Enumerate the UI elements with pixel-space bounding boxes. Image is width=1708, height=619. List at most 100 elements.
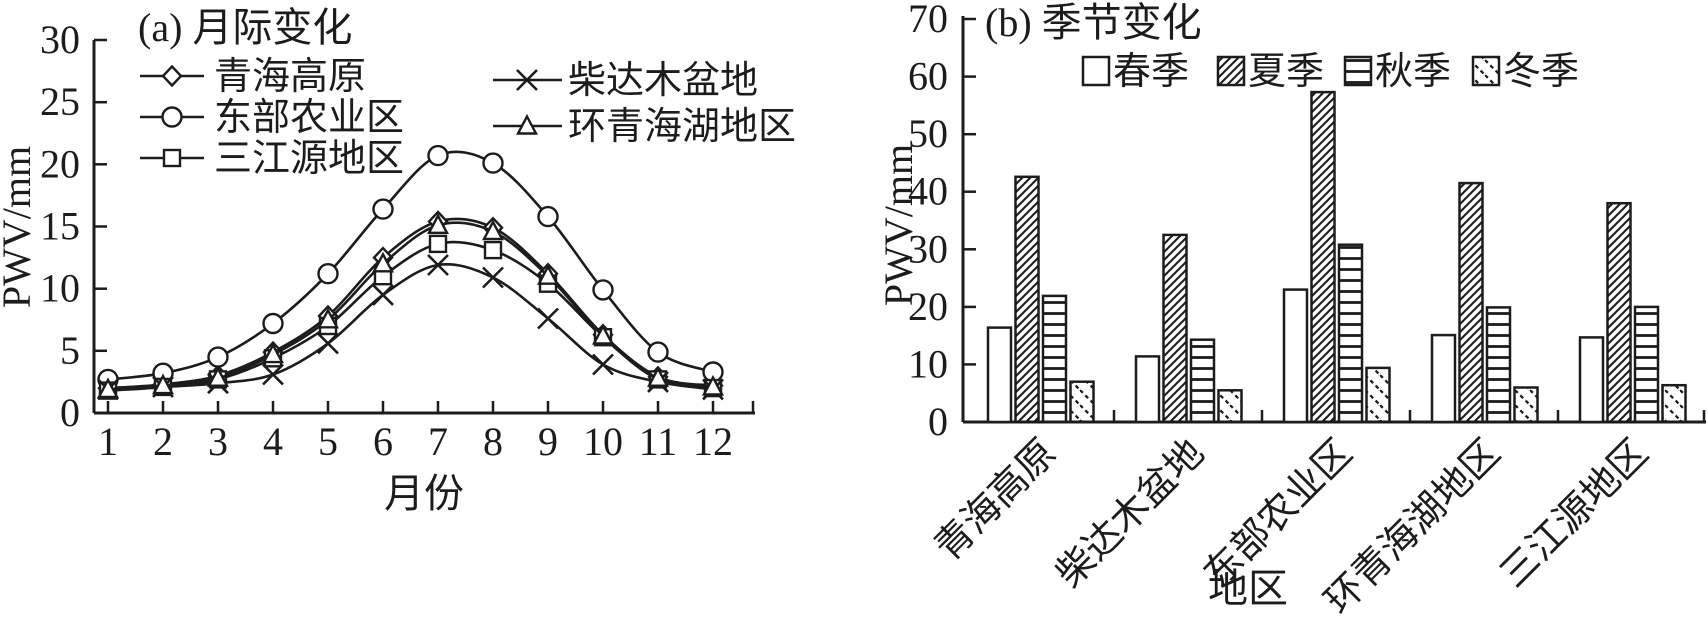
series-marker-3	[427, 254, 449, 276]
x-tick-label: 4	[263, 419, 283, 464]
series-line-1	[107, 150, 714, 381]
legend-label: 青海高原	[214, 56, 366, 98]
series-line-0	[107, 217, 714, 390]
legend-item-夏季: 夏季	[1216, 51, 1324, 93]
legend-marker	[161, 106, 183, 128]
bar-青海高原-春季	[986, 326, 1013, 424]
x-tick-label: 10	[583, 419, 623, 464]
bar-东部农业区-秋季	[1337, 243, 1364, 424]
legend-item-1: 东部农业区	[140, 97, 404, 139]
series-marker-2	[428, 234, 448, 254]
series-marker-4	[427, 213, 449, 234]
series-marker-3	[317, 332, 339, 355]
legend-item-冬季: 冬季	[1471, 51, 1579, 93]
legend-item-4: 环青海湖地区	[493, 106, 796, 148]
legend-swatch	[1343, 55, 1373, 87]
bar-三江源地区-夏季	[1606, 201, 1632, 424]
y-tick-label: 50	[908, 111, 948, 156]
series-marker-1	[317, 263, 339, 285]
x-tick-label: 6	[373, 419, 393, 464]
y-tick-label: 0	[60, 390, 80, 435]
legend-item-秋季: 秋季	[1343, 51, 1451, 93]
series-marker-1	[207, 346, 229, 368]
category-label: 三江源地区	[1492, 432, 1656, 596]
y-tick-label: 5	[60, 328, 80, 373]
legend-label: 春季	[1113, 51, 1189, 93]
legend-item-0: 青海高原	[140, 56, 366, 98]
series-marker-4	[592, 323, 614, 345]
x-tick-label: 7	[428, 419, 448, 464]
bar-三江源地区-冬季	[1661, 383, 1687, 424]
series-marker-4	[317, 307, 339, 329]
legend-label: 秋季	[1375, 51, 1451, 93]
x-axis-label: 地区	[1208, 566, 1288, 611]
bar-东部农业区-夏季	[1310, 90, 1336, 424]
bar-青海高原-夏季	[1014, 175, 1040, 424]
bar-环青海湖地区-夏季	[1458, 181, 1484, 424]
x-tick-label: 11	[639, 419, 678, 464]
y-tick-label: 20	[40, 141, 80, 186]
legend-swatch	[1471, 55, 1501, 87]
series-marker-4	[537, 264, 559, 285]
series-marker-3	[592, 353, 614, 376]
y-tick-label: 40	[908, 169, 948, 214]
legend-label: 环青海湖地区	[568, 106, 796, 148]
y-axis-label: PWV/mm	[876, 144, 921, 306]
y-tick-label: 25	[40, 79, 80, 124]
x-tick-label: 3	[208, 419, 228, 464]
bar-柴达木盆地-冬季	[1217, 389, 1243, 424]
legend-swatch	[1081, 55, 1111, 87]
y-tick-label: 10	[908, 341, 948, 386]
legend-item-2: 三江源地区	[140, 138, 404, 180]
x-axis-label: 月份	[384, 471, 464, 516]
x-tick-label: 8	[483, 419, 503, 464]
bar-东部农业区-春季	[1282, 288, 1309, 424]
legend-label: 冬季	[1503, 51, 1579, 93]
series-marker-4	[482, 219, 504, 241]
legend-label: 柴达木盆地	[568, 60, 758, 102]
legend-item-3: 柴达木盆地	[493, 60, 758, 102]
y-tick-label: 60	[908, 54, 948, 99]
series-line-2	[107, 240, 714, 392]
x-tick-label: 1	[98, 419, 118, 464]
bar-环青海湖地区-秋季	[1485, 306, 1512, 424]
y-tick-label: 30	[40, 17, 80, 62]
series-marker-1	[372, 198, 394, 220]
bar-柴达木盆地-夏季	[1162, 233, 1188, 424]
legend-label: 东部农业区	[214, 97, 404, 139]
series-marker-1	[592, 279, 614, 301]
x-tick-label: 5	[318, 419, 338, 464]
legend-marker	[161, 64, 183, 88]
bar-青海高原-秋季	[1041, 294, 1068, 424]
series-marker-4	[207, 366, 229, 387]
bar-青海高原-冬季	[1069, 380, 1095, 424]
series-marker-4	[262, 342, 284, 364]
y-tick-label: 20	[908, 284, 948, 329]
bar-环青海湖地区-冬季	[1513, 386, 1539, 424]
series-marker-1	[427, 144, 449, 167]
category-label: 柴达木盆地	[1048, 432, 1212, 596]
category-label: 青海高原	[927, 432, 1064, 569]
series-marker-3	[262, 363, 284, 386]
series-marker-1	[262, 312, 284, 335]
x-tick-label: 12	[693, 419, 733, 464]
bar-东部农业区-冬季	[1365, 366, 1391, 424]
series-marker-1	[482, 152, 504, 174]
legend-label: 夏季	[1248, 51, 1324, 93]
legend-marker	[162, 148, 182, 168]
y-tick-label: 15	[40, 204, 80, 249]
x-tick-label: 2	[153, 419, 173, 464]
series-marker-2	[483, 240, 503, 260]
series-marker-3	[482, 266, 504, 289]
legend-label: 三江源地区	[214, 138, 404, 180]
y-axis-label: PWV/mm	[0, 146, 39, 308]
legend-swatch	[1216, 55, 1246, 87]
series-marker-4	[152, 373, 174, 395]
series-marker-4	[97, 377, 119, 399]
series-marker-4	[702, 374, 724, 396]
series-marker-4	[647, 366, 669, 387]
